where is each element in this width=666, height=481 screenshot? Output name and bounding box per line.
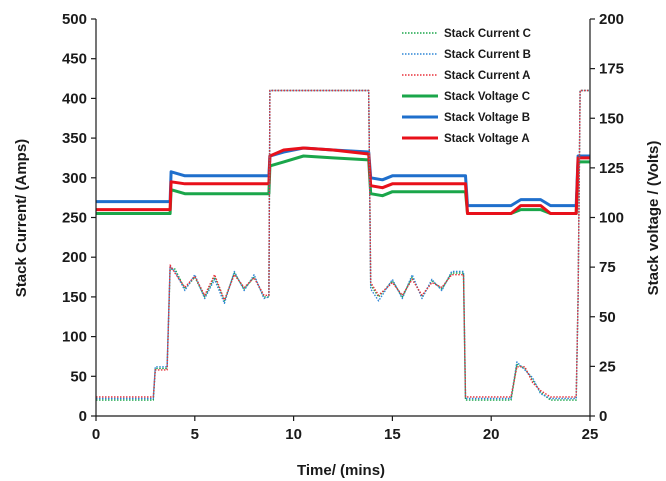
x-tick-label: 25 bbox=[582, 426, 599, 443]
y-tick-label-right: 175 bbox=[599, 61, 624, 78]
y-tick-label-right: 100 bbox=[599, 210, 624, 227]
x-tick-label: 10 bbox=[285, 426, 302, 443]
y-tick-label-left: 500 bbox=[62, 11, 87, 28]
x-tick-label: 5 bbox=[191, 426, 199, 443]
y-tick-label-right: 75 bbox=[599, 259, 616, 276]
y-tick-label-left: 250 bbox=[62, 210, 87, 227]
legend-label: Stack Voltage C bbox=[444, 91, 530, 103]
y-tick-label-left: 450 bbox=[62, 51, 87, 68]
y-tick-label-right: 150 bbox=[599, 110, 624, 127]
y-axis-title-left: Stack Current/ (Amps) bbox=[13, 139, 30, 297]
tick-labels: 0 5 10 15 20 25050100150200250300350400450500… bbox=[62, 11, 624, 443]
series-line-stack-current-a bbox=[96, 89, 590, 398]
y-tick-label-left: 100 bbox=[62, 329, 87, 346]
y-tick-label-right: 200 bbox=[599, 11, 624, 28]
y-tick-label-left: 400 bbox=[62, 90, 87, 107]
legend-label: Stack Current A bbox=[444, 70, 531, 82]
y-tick-label-left: 150 bbox=[62, 289, 87, 306]
y-tick-label-right: 25 bbox=[599, 358, 616, 375]
legend-label: Stack Current B bbox=[444, 49, 531, 61]
series-line-stack-voltage-a bbox=[96, 146, 590, 215]
y-tick-label-left: 300 bbox=[62, 170, 87, 187]
legend-label: Stack Current C bbox=[444, 28, 531, 40]
y-tick-label-right: 0 bbox=[599, 408, 607, 425]
y-tick-label-right: 125 bbox=[599, 160, 624, 177]
y-axis-title-right: Stack voltage / (Volts) bbox=[645, 141, 662, 296]
y-tick-label-left: 350 bbox=[62, 130, 87, 147]
legend: Stack Current C Stack Current B Stack Curr… bbox=[402, 28, 531, 145]
axes bbox=[91, 18, 595, 421]
series-line-stack-voltage-c bbox=[96, 154, 590, 215]
x-tick-label: 20 bbox=[483, 426, 500, 443]
plot-lines bbox=[96, 89, 590, 401]
y-tick-label-left: 50 bbox=[70, 368, 87, 385]
x-tick-label: 15 bbox=[384, 426, 401, 443]
y-tick-label-left: 0 bbox=[79, 408, 87, 425]
legend-label: Stack Voltage B bbox=[444, 112, 530, 124]
x-tick-label: 0 bbox=[92, 426, 100, 443]
y-tick-label-left: 200 bbox=[62, 249, 87, 266]
x-axis-title: Time/ (mins) bbox=[297, 462, 385, 479]
y-tick-label-right: 50 bbox=[599, 309, 616, 326]
legend-label: Stack Voltage A bbox=[444, 133, 530, 145]
